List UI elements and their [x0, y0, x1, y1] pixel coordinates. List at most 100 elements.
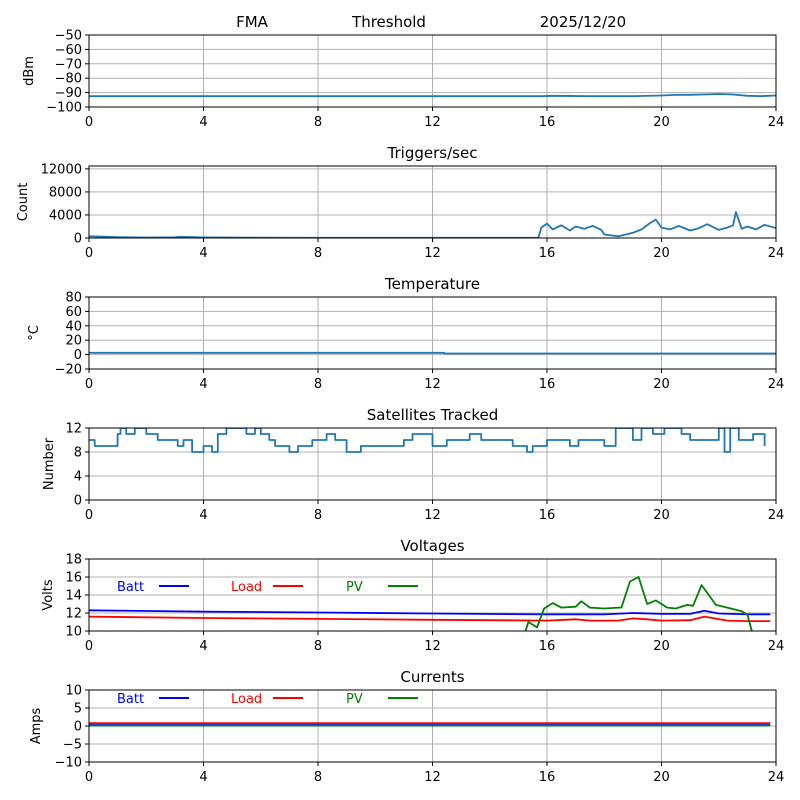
- header-date: 2025/12/20: [540, 13, 626, 31]
- y-axis-label: °C: [27, 325, 42, 341]
- x-tick-label: 16: [539, 639, 556, 654]
- y-tick-label: −70: [55, 57, 82, 72]
- x-tick-label: 8: [314, 377, 322, 392]
- y-tick-label: 0: [74, 494, 82, 509]
- x-tick-label: 24: [768, 770, 785, 785]
- x-tick-label: 24: [768, 246, 785, 261]
- x-tick-label: 20: [653, 246, 670, 261]
- y-axis-label: Count: [16, 183, 31, 222]
- x-tick-label: 16: [539, 508, 556, 523]
- x-tick-label: 0: [85, 115, 93, 130]
- y-tick-label: 0: [74, 348, 82, 363]
- x-tick-label: 24: [768, 115, 785, 130]
- x-tick-label: 4: [199, 508, 207, 523]
- x-tick-label: 0: [85, 770, 93, 785]
- x-tick-label: 16: [539, 770, 556, 785]
- x-tick-label: 20: [653, 639, 670, 654]
- y-tick-label: 0: [74, 720, 82, 735]
- x-tick-label: 20: [653, 508, 670, 523]
- y-tick-label: 18: [65, 553, 82, 568]
- y-tick-label: 12: [65, 607, 82, 622]
- panel-voltages: 0 4 8 12 16 20 24 10 12 14 16 18 Voltages Volts Batt Lo…: [41, 537, 784, 654]
- y-axis-label: Amps: [29, 707, 44, 744]
- x-tick-label: 12: [424, 115, 441, 130]
- x-tick-label: 0: [85, 246, 93, 261]
- y-tick-label: 8000: [49, 185, 82, 200]
- x-tick-label: 0: [85, 508, 93, 523]
- legend-label-pv: PV: [346, 692, 363, 707]
- y-tick-label: 14: [65, 589, 82, 604]
- y-tick-label: 8: [74, 446, 82, 461]
- y-tick-label: 10: [65, 625, 82, 640]
- panel-satellites: 0 4 8 12 16 20 24 0 4 8 12 Satellites Tracked Number: [42, 406, 784, 523]
- panel-title: Triggers/sec: [387, 144, 478, 162]
- legend-label-load: Load: [231, 580, 262, 595]
- x-tick-label: 12: [424, 770, 441, 785]
- x-tick-label: 20: [653, 377, 670, 392]
- series-line-load: [89, 615, 771, 622]
- legend-label-pv: PV: [346, 580, 363, 595]
- x-tick-label: 12: [424, 377, 441, 392]
- x-tick-label: 4: [199, 246, 207, 261]
- x-tick-label: 4: [199, 639, 207, 654]
- y-tick-label: 40: [65, 319, 82, 334]
- y-axis-label: dBm: [22, 56, 37, 86]
- legend-label-load: Load: [231, 692, 262, 707]
- y-tick-label: 10: [65, 684, 82, 699]
- y-tick-label: −50: [55, 29, 82, 44]
- x-tick-label: 24: [768, 639, 785, 654]
- panel-title: Currents: [400, 668, 464, 686]
- y-tick-label: −20: [55, 363, 82, 378]
- panel-title: Temperature: [384, 275, 480, 293]
- x-tick-label: 8: [314, 639, 322, 654]
- panel-title: Voltages: [400, 537, 464, 555]
- y-tick-label: 4000: [49, 208, 82, 223]
- series-line-pv: [524, 576, 753, 631]
- header-station: FMA: [236, 13, 269, 31]
- y-tick-label: 4: [74, 470, 82, 485]
- x-tick-label: 24: [768, 508, 785, 523]
- y-tick-label: 12000: [41, 162, 82, 177]
- x-tick-label: 16: [539, 377, 556, 392]
- x-tick-label: 20: [653, 115, 670, 130]
- y-tick-label: 20: [65, 334, 82, 349]
- series-line-noise: [89, 93, 776, 98]
- x-tick-label: 4: [199, 770, 207, 785]
- x-tick-label: 0: [85, 639, 93, 654]
- x-tick-label: 12: [424, 246, 441, 261]
- series-line-batt: [89, 609, 771, 616]
- x-tick-label: 4: [199, 115, 207, 130]
- y-tick-label: 12: [65, 422, 82, 437]
- header-mode: Threshold: [351, 13, 426, 31]
- y-tick-label: 80: [65, 291, 82, 306]
- y-axis-label: Number: [42, 437, 57, 490]
- y-tick-label: −60: [55, 43, 82, 58]
- panel-title: Satellites Tracked: [367, 406, 498, 424]
- x-tick-label: 0: [85, 377, 93, 392]
- y-tick-label: −5: [63, 738, 82, 753]
- x-tick-label: 4: [199, 377, 207, 392]
- x-tick-label: 8: [314, 770, 322, 785]
- panel-triggers: 0 4 8 12 16 20 24 0 4000 8000 12000 Triggers/sec Cou…: [16, 144, 784, 261]
- x-tick-label: 16: [539, 246, 556, 261]
- x-tick-label: 8: [314, 508, 322, 523]
- y-tick-label: 16: [65, 571, 82, 586]
- x-tick-label: 20: [653, 770, 670, 785]
- x-tick-label: 16: [539, 115, 556, 130]
- y-tick-label: 0: [74, 232, 82, 247]
- panel-noise: 0 4 8 12 16 20 24 −100−90−80−70−60−50 dBm: [22, 29, 784, 131]
- y-tick-label: −10: [55, 756, 82, 771]
- x-tick-label: 8: [314, 246, 322, 261]
- x-tick-label: 8: [314, 115, 322, 130]
- y-axis-label: Volts: [41, 579, 56, 611]
- series-line-satellites: [89, 428, 766, 453]
- legend-label-batt: Batt: [117, 580, 144, 595]
- y-tick-label: −100: [46, 101, 82, 116]
- y-tick-label: −90: [55, 86, 82, 101]
- y-tick-label: 5: [74, 702, 82, 717]
- x-tick-label: 12: [424, 508, 441, 523]
- x-tick-label: 24: [768, 377, 785, 392]
